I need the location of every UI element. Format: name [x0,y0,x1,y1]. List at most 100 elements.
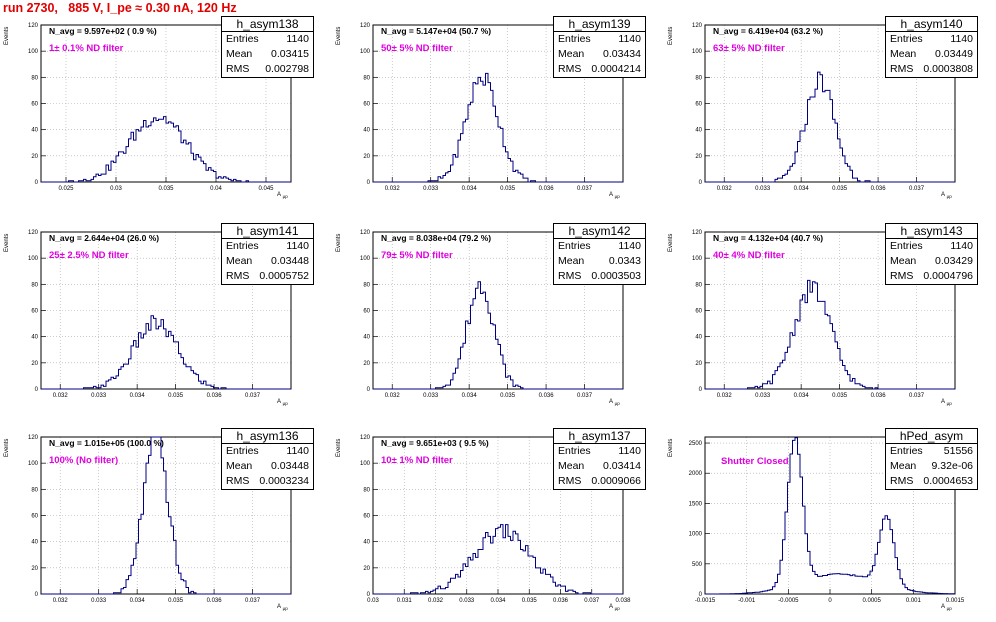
y-tick-label: 20 [31,566,38,572]
y-tick-label: 60 [363,102,370,108]
stat-value-entries: 1140 [950,33,973,45]
x-tick-label: 0.037 [245,393,261,399]
stat-value-rms: 0.0004653 [923,475,973,487]
y-tick-label: 80 [31,487,38,493]
histogram-line [705,71,955,183]
x-tick-label: 0.036 [207,393,223,399]
x-tick-label: 0.0015 [946,598,965,604]
stat-label-rms: RMS [226,63,250,75]
x-tick-label: 0.036 [553,598,569,604]
x-axis-label: A μp [277,399,288,407]
histogram-svg: 0.032 0.033 0.034 0.035 0.036 0.037 0 20 40 60 80 1… [692,230,956,399]
x-tick-label: 0.033 [423,186,439,192]
stat-row-rms: RMS 0.0004653 [886,474,977,489]
x-tick-label: 0.033 [755,393,771,399]
y-axis-label: Events [336,233,342,252]
stat-value-mean: 0.03414 [603,460,641,472]
stat-box: h_asym137 Entries 1140 Mean 0.03414 RMS 0.0009… [553,428,646,490]
y-tick-label: 80 [363,75,370,81]
stat-value-rms: 0.0005752 [259,270,309,282]
y-tick-label: 20 [363,566,370,572]
stat-label-mean: Mean [226,48,253,60]
histogram-line [41,315,291,390]
stat-title: h_asym143 [886,224,977,239]
grid [41,437,291,594]
stat-row-entries: Entries 1140 [554,239,645,254]
stat-row-rms: RMS 0.0005752 [222,269,313,284]
filter-annotation: 40± 4% ND filter [713,250,785,261]
stat-label-rms: RMS [890,63,914,75]
histogram-panel-hPed_asym: -0.0015 -0.001 -0.0005 0 0.0005 0.001 0.0015 0 5… [668,428,978,611]
histogram-svg: 0.025 0.03 0.035 0.04 0.045 0 20 40 60 80 100 120 [28,23,292,192]
y-tick-label: 0 [699,180,703,186]
stat-value-mean: 0.03448 [271,255,309,267]
y-tick-label: 100 [28,49,39,55]
stat-row-rms: RMS 0.0003234 [222,474,313,489]
x-tick-label: 0.035 [168,393,184,399]
stat-title: h_asym140 [886,17,977,32]
x-tick-label: 0.035 [500,393,516,399]
x-tick-label: 0.034 [462,393,478,399]
histogram-svg: 0.032 0.033 0.034 0.035 0.036 0.037 0 20 40 60 80 1… [28,435,292,604]
x-tick-label: 0.037 [584,598,600,604]
y-tick-label: 40 [31,540,38,546]
stat-label-rms: RMS [890,270,914,282]
y-tick-label: 60 [695,309,702,315]
stat-row-entries: Entries 1140 [886,239,977,254]
x-tick-label: 0.034 [490,598,506,604]
x-axis-label: A μp [941,192,952,200]
x-tick-label: 0.035 [168,598,184,604]
filter-annotation: 1± 0.1% ND filter [49,43,124,54]
histogram-svg: 0.032 0.033 0.034 0.035 0.036 0.037 0 20 40 60 80 1… [360,230,624,399]
stat-value-mean: 9.32e-06 [931,460,973,472]
x-tick-label: 0.033 [91,598,107,604]
x-tick-label: 0.037 [909,186,925,192]
y-tick-label: 20 [363,154,370,160]
stat-label-rms: RMS [558,475,582,487]
stat-label-entries: Entries [558,240,591,252]
histogram-line [705,279,955,390]
stat-row-rms: RMS 0.0009066 [554,474,645,489]
stat-title: h_asym137 [554,429,645,444]
stat-title: h_asym136 [222,429,313,444]
y-tick-label: 0 [35,180,39,186]
n-avg-label: N_avg = 6.419e+04 (63.2 %) [713,26,824,36]
y-tick-label: 80 [363,487,370,493]
stat-box: h_asym142 Entries 1140 Mean 0.0343 RMS 0.00035… [553,223,646,285]
y-tick-label: 2500 [689,441,703,447]
x-tick-label: 0.033 [91,393,107,399]
x-axis-label: A μp [277,192,288,200]
stat-row-mean: Mean 0.03414 [554,459,645,474]
histogram-svg: -0.0015 -0.001 -0.0005 0 0.0005 0.001 0.0015 0 5… [689,436,965,604]
x-tick-label: 0.035 [158,186,174,192]
histogram-panel-h_asym142: 0.032 0.033 0.034 0.035 0.036 0.037 0 20 40 60 80 1… [336,223,646,406]
y-tick-label: 60 [363,514,370,520]
stat-label-rms: RMS [890,475,914,487]
stat-row-entries: Entries 1140 [222,239,313,254]
stat-row-mean: Mean 0.03434 [554,47,645,62]
stat-row-mean: Mean 0.03448 [222,459,313,474]
stat-row-entries: Entries 1140 [222,32,313,47]
stat-label-mean: Mean [558,460,585,472]
stat-label-rms: RMS [558,270,582,282]
y-tick-label: 100 [28,461,39,467]
stat-value-mean: 0.03429 [935,255,973,267]
x-tick-label: -0.0005 [778,598,799,604]
stat-box: h_asym139 Entries 1140 Mean 0.03434 RMS 0.0004… [553,16,646,78]
stat-row-entries: Entries 1140 [886,32,977,47]
stat-label-rms: RMS [226,270,250,282]
stat-value-rms: 0.0003234 [259,475,309,487]
filter-annotation: 25± 2.5% ND filter [49,250,129,261]
grid [41,232,291,389]
x-tick-label: 0.025 [58,186,74,192]
stat-value-entries: 1140 [286,240,309,252]
x-axis-label: A μp [941,604,952,612]
stat-label-mean: Mean [890,460,917,472]
stat-label-entries: Entries [890,445,923,457]
stat-box: hPed_asym Entries 51556 Mean 9.32e-06 RMS 0.00… [885,428,978,490]
stat-value-entries: 1140 [286,445,309,457]
x-tick-label: 0.035 [522,598,538,604]
x-tick-label: 0.035 [832,393,848,399]
x-tick-label: 0.034 [130,393,146,399]
histogram-svg: 0.032 0.033 0.034 0.035 0.036 0.037 0 20 40 60 80 1… [28,230,292,399]
